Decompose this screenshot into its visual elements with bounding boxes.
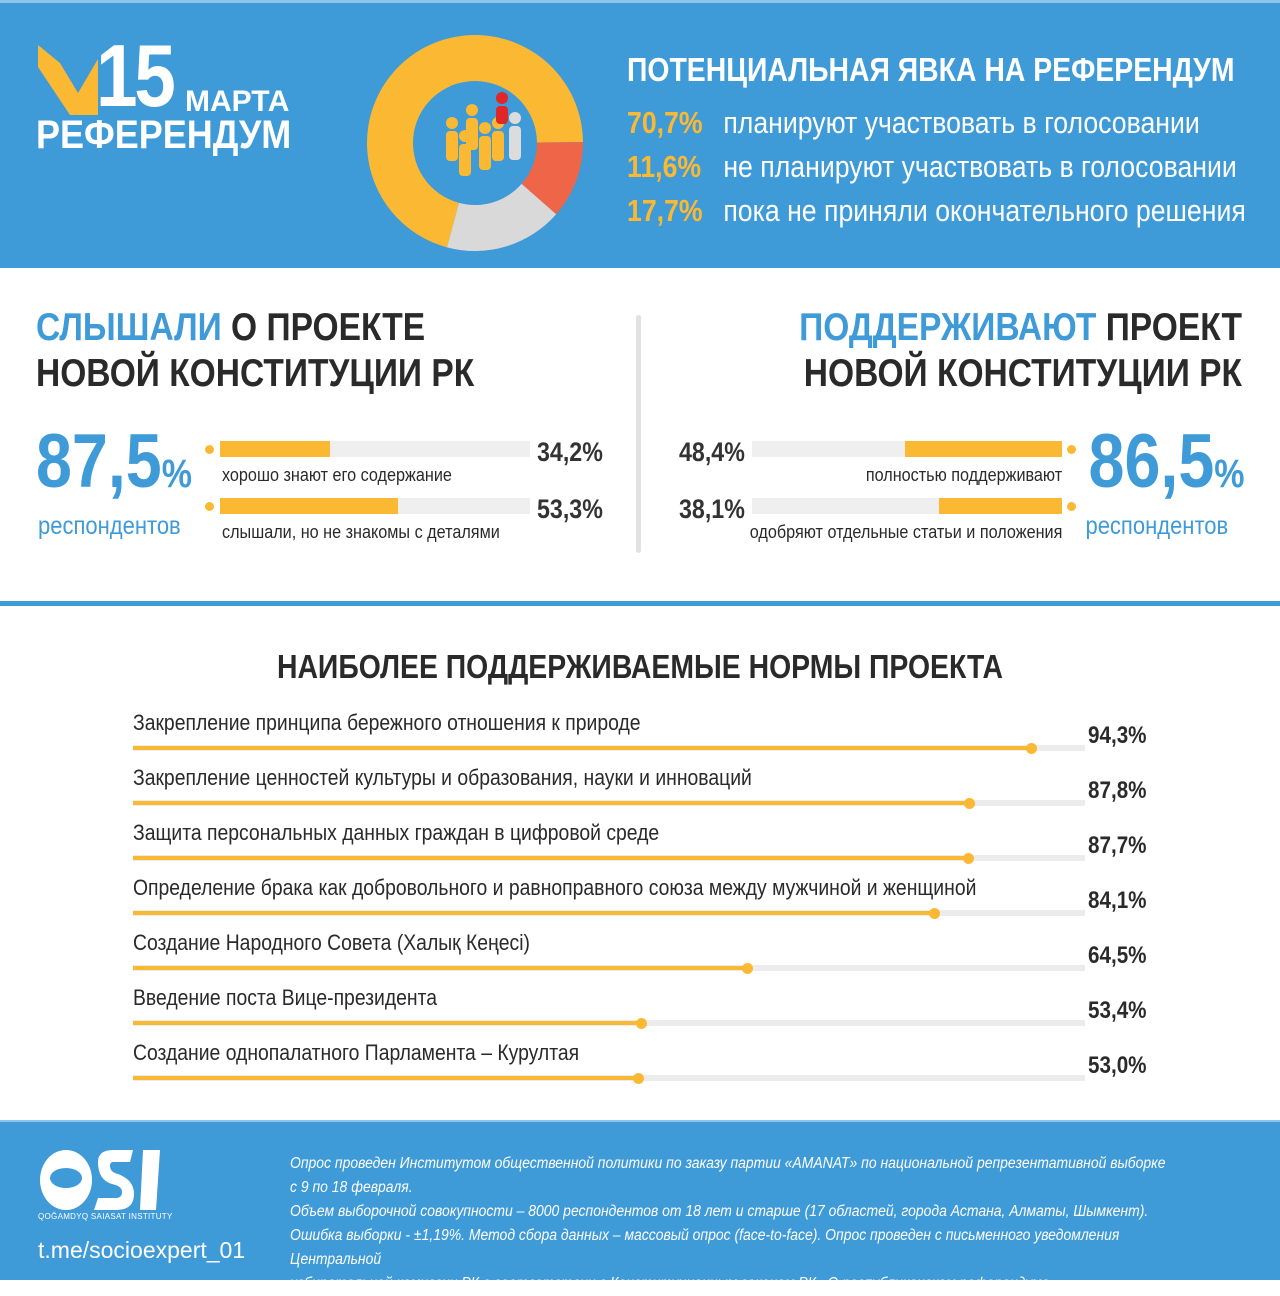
- norm-track: [133, 853, 1085, 864]
- bar-label: слышали, но не знакомы с деталями: [222, 522, 500, 542]
- norm-bar: [133, 856, 968, 860]
- logo-word: РЕФЕРЕНДУМ: [36, 113, 292, 157]
- bar-pct: 53,3%: [537, 494, 603, 524]
- turnout-donut-chart: [367, 35, 583, 252]
- norm-row: Определение брака как добровольного и ра…: [133, 875, 1153, 930]
- norm-dot: [636, 1018, 648, 1029]
- norm-dot: [1025, 743, 1037, 754]
- norm-dot: [632, 1073, 644, 1084]
- norm-track: [133, 1073, 1085, 1084]
- norms-title: НАИБОЛЕЕ ПОДДЕРЖИВАЕМЫЕ НОРМЫ ПРОЕКТА: [276, 648, 1004, 685]
- norm-row: Защита персональных данных граждан в циф…: [133, 820, 1153, 875]
- people-icon: [446, 92, 521, 176]
- norm-dot: [962, 853, 974, 864]
- qsi-logo-icon: [40, 1150, 160, 1210]
- norm-label: Защита персональных данных граждан в циф…: [133, 820, 660, 845]
- norm-track: [133, 743, 1085, 754]
- norm-track: [133, 1018, 1085, 1029]
- logo-subtitle: QOĞAMDYQ SAIASAT INSTITUTY: [38, 1212, 173, 1221]
- turnout-title: ПОТЕНЦИАЛЬНАЯ ЯВКА НА РЕФЕРЕНДУМ: [627, 51, 1235, 88]
- support-respondents: респондентов: [1085, 512, 1228, 540]
- heard-bar-0: [220, 441, 530, 457]
- heard-title: СЛЫШАЛИ О ПРОЕКТЕ НОВОЙ КОНСТИТУЦИИ РК: [36, 306, 475, 395]
- norm-dot: [928, 908, 940, 919]
- norm-track: [133, 908, 1085, 919]
- support-bar-0: [752, 441, 1062, 457]
- norm-label: Закрепление принципа бережного отношения…: [133, 710, 641, 735]
- survey-note: Опрос проведен Институтом общественной п…: [290, 1155, 1166, 1292]
- checkmark-logo-icon: [38, 45, 98, 115]
- logo-number: 15: [96, 26, 176, 125]
- norm-dot: [963, 798, 975, 809]
- norm-bar: [133, 911, 934, 915]
- footer: QOĞAMDYQ SAIASAT INSTITUTY t.me/socioexp…: [0, 1120, 1280, 1292]
- divider: [636, 315, 641, 553]
- norm-bar: [133, 1021, 642, 1025]
- header-banner: 15 МАРТА РЕФЕРЕНДУМ ПОТЕНЦИАЛЬНАЯ ЯВКА Н…: [0, 0, 1280, 268]
- bar-label: хорошо знают его содержание: [222, 465, 452, 485]
- norm-row: Создание однопалатного Парламента – Куру…: [133, 1040, 1153, 1095]
- norm-pct: 53,4%: [1088, 997, 1147, 1024]
- telegram-link[interactable]: t.me/socioexpert_01: [38, 1237, 246, 1263]
- norm-label: Определение брака как добровольного и ра…: [133, 875, 977, 900]
- donut-slice: [521, 142, 583, 215]
- heard-respondents: респондентов: [38, 512, 181, 540]
- support-title: ПОДДЕРЖИВАЮТ ПРОЕКТ НОВОЙ КОНСТИТУЦИИ РК: [799, 306, 1242, 395]
- norm-row: Введение поста Вице-президента 53,4%: [133, 985, 1153, 1040]
- norm-bar: [133, 1076, 638, 1080]
- bar-label: полностью поддерживают: [865, 465, 1062, 485]
- bar-pct: 38,1%: [679, 494, 745, 524]
- donut-slice: [447, 183, 557, 252]
- norm-label: Закрепление ценностей культуры и образов…: [133, 765, 752, 790]
- heard-total: 87,5%: [36, 419, 192, 504]
- norm-pct: 87,7%: [1088, 832, 1147, 859]
- bar-dot: [1067, 502, 1076, 511]
- bar-label: одобряют отдельные статьи и положения: [749, 522, 1062, 542]
- support-bar-1: [752, 498, 1062, 514]
- turnout-row: 17,7% пока не приняли окончательного реше…: [627, 193, 1246, 228]
- norm-pct: 87,8%: [1088, 777, 1147, 804]
- heard-bar-1: [220, 498, 530, 514]
- norm-pct: 53,0%: [1088, 1052, 1147, 1079]
- support-total: 86,5%: [1088, 419, 1244, 504]
- turnout-row: 70,7% планируют участвовать в голосовании: [627, 105, 1200, 140]
- logo-month: МАРТА: [185, 85, 290, 118]
- bar-pct: 48,4%: [679, 437, 745, 467]
- turnout-row: 11,6% не планируют участвовать в голосова…: [627, 149, 1237, 184]
- norm-track: [133, 798, 1085, 809]
- bar-dot: [205, 502, 214, 511]
- norm-pct: 94,3%: [1088, 722, 1147, 749]
- norm-dot: [742, 963, 754, 974]
- section-divider: [0, 601, 1280, 606]
- bar-dot: [205, 445, 214, 454]
- norm-track: [133, 963, 1085, 974]
- norm-bar: [133, 801, 969, 805]
- norm-row: Закрепление ценностей культуры и образов…: [133, 765, 1153, 820]
- norm-label: Создание однопалатного Парламента – Куру…: [133, 1040, 580, 1065]
- norm-pct: 84,1%: [1088, 887, 1147, 914]
- norm-row: Создание Народного Совета (Халық Кеңесі)…: [133, 930, 1153, 985]
- norm-label: Создание Народного Совета (Халық Кеңесі): [133, 930, 530, 955]
- norm-pct: 64,5%: [1088, 942, 1147, 969]
- norm-bar: [133, 966, 748, 970]
- norm-bar: [133, 746, 1031, 750]
- bar-pct: 34,2%: [537, 437, 603, 467]
- norm-label: Введение поста Вице-президента: [133, 985, 438, 1010]
- bar-dot: [1067, 445, 1076, 454]
- donut-slice: [367, 35, 583, 248]
- norm-row: Закрепление принципа бережного отношения…: [133, 710, 1153, 765]
